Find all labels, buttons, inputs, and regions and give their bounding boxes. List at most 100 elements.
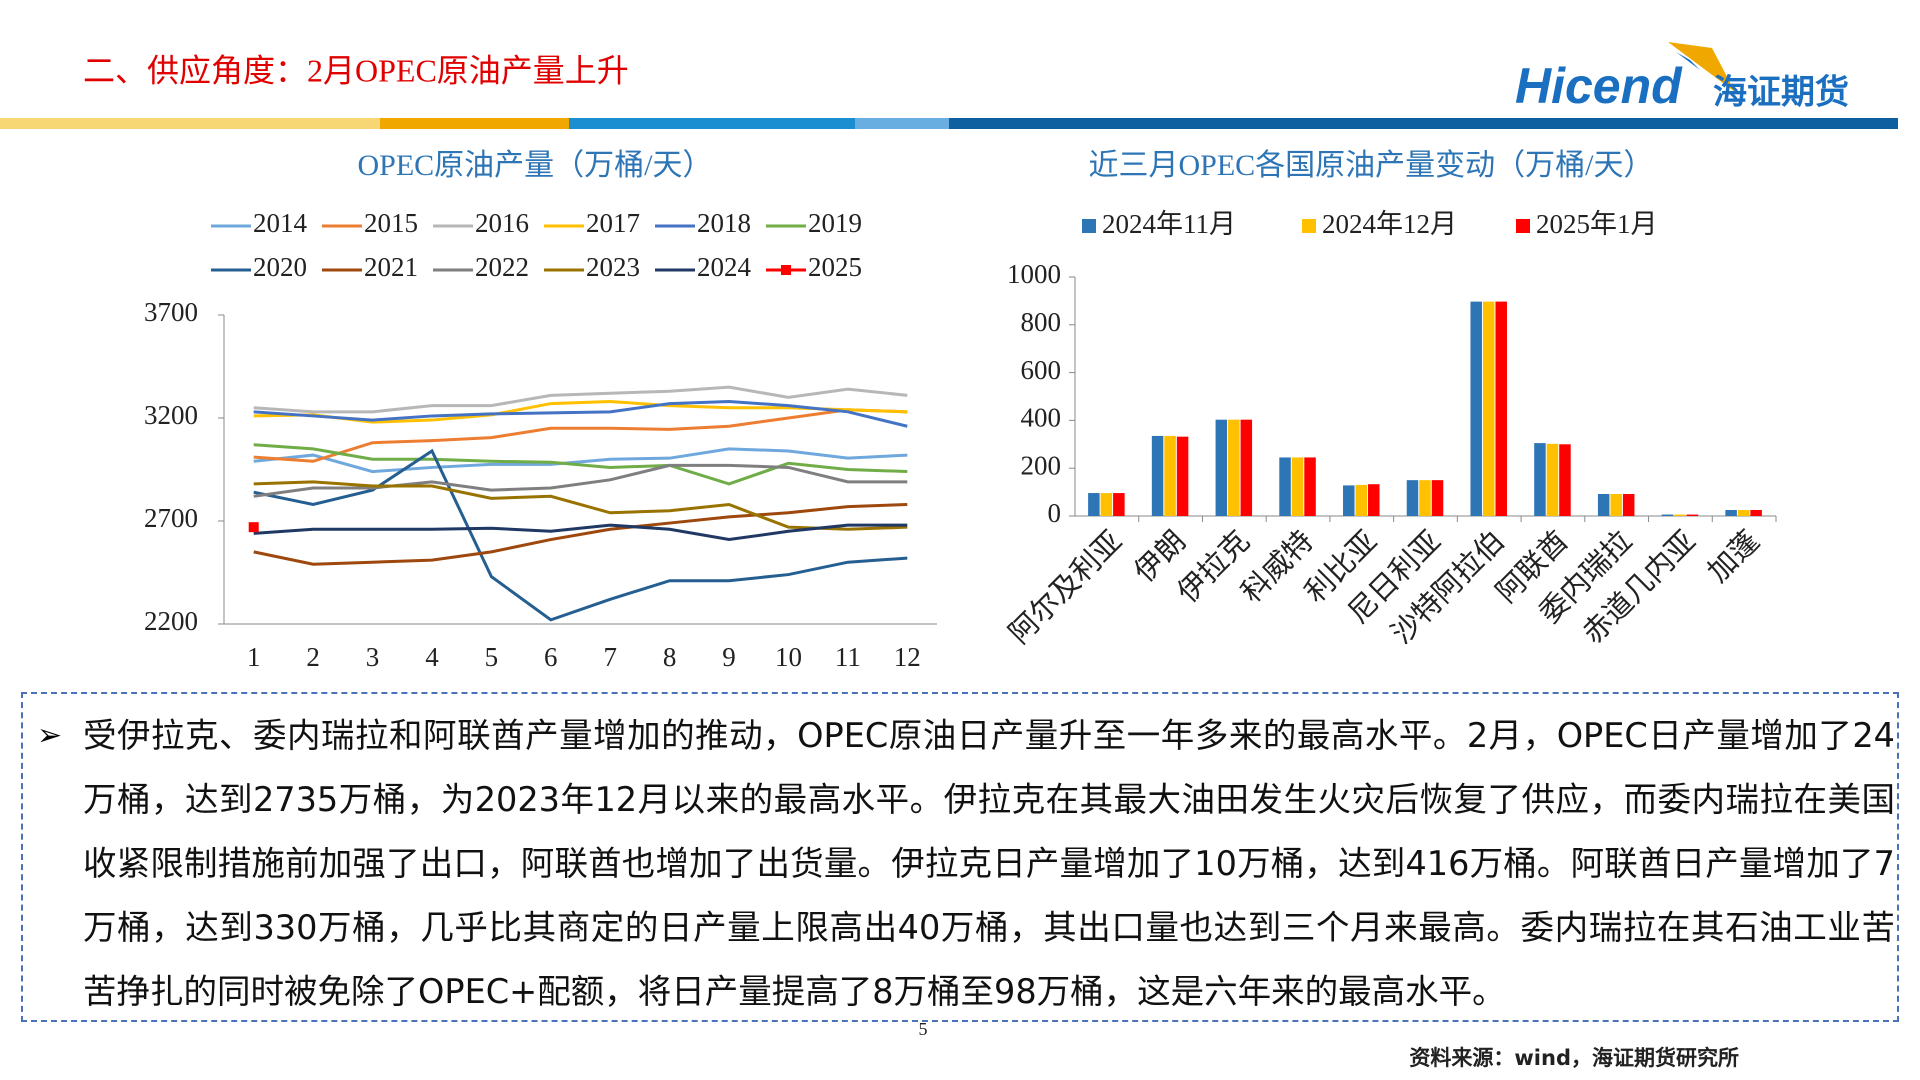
bar <box>1495 301 1507 516</box>
bar <box>1304 457 1316 516</box>
legend-swatch <box>1082 219 1096 233</box>
y-tick-label: 3700 <box>144 297 198 327</box>
logo-swoosh <box>1668 42 1735 92</box>
legend-label: 2018 <box>697 208 751 238</box>
bar <box>1546 443 1559 516</box>
point <box>248 522 259 533</box>
x-tick-label: 伊拉克 <box>1171 524 1256 609</box>
x-tick-label: 科威特 <box>1235 524 1320 609</box>
legend-label: 2025年1月 <box>1536 209 1658 239</box>
stripe <box>0 118 380 129</box>
legend-label: 2017 <box>586 208 640 238</box>
bar <box>1610 494 1622 516</box>
series-line <box>253 523 908 542</box>
x-tick-label: 2 <box>306 642 320 672</box>
x-tick-label: 阿尔及利亚 <box>1003 524 1129 650</box>
series-line <box>253 447 908 474</box>
legend-label: 2024年12月 <box>1322 209 1457 239</box>
x-tick-label: 11 <box>835 642 861 672</box>
bar <box>1240 419 1253 516</box>
x-tick-label: 1 <box>247 642 261 672</box>
legend-label: 2022 <box>475 252 529 282</box>
legend-label: 2015 <box>364 208 418 238</box>
logo-swoosh <box>1676 52 1700 70</box>
bar <box>1674 514 1686 516</box>
logo: Hicend 海证期货 <box>1515 42 1849 114</box>
source: 资料来源：wind，海证期货研究所 <box>1409 1046 1739 1070</box>
x-tick-label: 9 <box>722 642 736 672</box>
x-tick-label: 7 <box>603 642 617 672</box>
bar <box>1470 301 1482 516</box>
bar <box>1750 510 1762 516</box>
series-line <box>253 408 908 463</box>
bar <box>1088 493 1100 516</box>
bar <box>1176 436 1189 516</box>
bar <box>1151 435 1164 516</box>
x-tick-label: 8 <box>663 642 677 672</box>
y-tick-label: 400 <box>1021 403 1062 433</box>
bar <box>1661 514 1674 516</box>
y-tick-label: 3200 <box>144 400 198 430</box>
stripe <box>949 118 1898 129</box>
bar <box>1100 493 1113 516</box>
y-tick-label: 0 <box>1048 498 1062 528</box>
bar <box>1291 457 1304 516</box>
bar <box>1725 510 1737 516</box>
x-tick-label: 10 <box>775 642 802 672</box>
bar <box>1686 514 1699 516</box>
bar <box>1355 484 1368 516</box>
y-tick-label: 800 <box>1021 307 1062 337</box>
legend-swatch <box>1302 219 1316 233</box>
bar <box>1215 419 1228 516</box>
text-box: ➢ 受伊拉克、委内瑞拉和阿联酋产量增加的推动，OPEC原油日产量升至一年多来的最… <box>21 692 1899 1022</box>
legend-label: 2014 <box>253 208 308 238</box>
bar <box>1482 301 1495 516</box>
x-tick-label: 加蓬 <box>1701 524 1765 588</box>
bar <box>1113 493 1125 516</box>
bar <box>1279 457 1291 516</box>
x-tick-label: 6 <box>544 642 558 672</box>
bar <box>1368 484 1380 516</box>
stripe <box>380 118 569 129</box>
legend-label: 2024年11月 <box>1102 209 1236 239</box>
chart-title: 近三月OPEC各国原油产量变动（万桶/天） <box>1088 149 1653 182</box>
chart-title: OPEC原油产量（万桶/天） <box>357 149 712 182</box>
legend-label: 2021 <box>364 252 418 282</box>
series-line <box>253 443 908 486</box>
bar <box>1431 480 1444 516</box>
bar <box>1534 443 1546 516</box>
y-tick-label: 1000 <box>1007 259 1061 289</box>
y-tick-label: 200 <box>1021 450 1062 480</box>
x-tick-label: 3 <box>366 642 380 672</box>
bar <box>1419 480 1431 516</box>
bullet: ➢ <box>37 718 63 753</box>
stripe <box>569 118 855 129</box>
bar <box>1737 510 1750 516</box>
y-tick-label: 600 <box>1021 355 1062 385</box>
bar <box>1343 485 1355 516</box>
series-line <box>253 480 908 531</box>
bar <box>1622 494 1635 516</box>
bar <box>1228 419 1240 516</box>
x-tick-label: 4 <box>425 642 439 672</box>
logo-cn: 海证期货 <box>1713 73 1849 113</box>
series-line <box>253 448 908 622</box>
legend-marker <box>781 265 791 275</box>
bar <box>1559 444 1571 516</box>
legend-label: 2025 <box>808 252 862 282</box>
paragraph: 受伊拉克、委内瑞拉和阿联酋产量增加的推动，OPEC原油日产量升至一年多来的最高水… <box>83 716 1895 1011</box>
legend-label: 2020 <box>253 252 307 282</box>
series-line <box>253 503 908 566</box>
y-tick-label: 2700 <box>144 503 198 533</box>
legend-label: 2016 <box>475 208 529 238</box>
y-tick-label: 2200 <box>144 606 198 636</box>
series-line <box>253 385 908 414</box>
legend-label: 2019 <box>808 208 862 238</box>
legend-label: 2023 <box>586 252 640 282</box>
legend-swatch <box>1516 219 1530 233</box>
page-number: 5 <box>919 1019 928 1039</box>
bar <box>1164 435 1176 516</box>
stripe <box>855 118 949 129</box>
